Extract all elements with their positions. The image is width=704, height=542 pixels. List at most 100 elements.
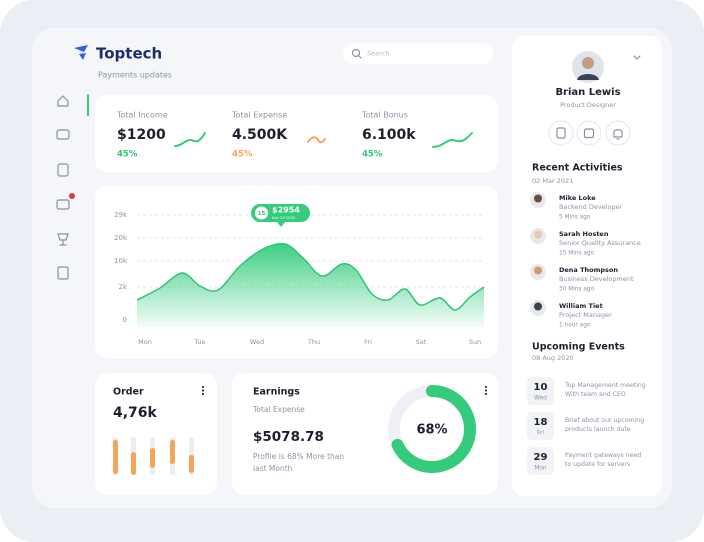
tooltip-badge bbox=[255, 206, 268, 220]
order-title: Order bbox=[113, 387, 144, 398]
event-date-box bbox=[527, 412, 554, 440]
earnings-amount: $5078.78 bbox=[253, 429, 324, 445]
x-tick-label: Thu bbox=[307, 338, 320, 346]
y-tick-label: 10k bbox=[114, 257, 128, 265]
order-value: 4,76k bbox=[113, 405, 158, 421]
chart-grid bbox=[137, 214, 484, 288]
activity-role: Senior Quality Assurance bbox=[559, 239, 641, 247]
nav-trophy[interactable] bbox=[57, 233, 69, 246]
stat-label: Total Income bbox=[116, 111, 168, 120]
nav-badge bbox=[69, 193, 75, 199]
avatar-body bbox=[577, 74, 599, 80]
bar bbox=[170, 440, 175, 464]
activity-role: Project Manager bbox=[559, 311, 612, 319]
activity-name: Sarah Hosten bbox=[559, 230, 609, 238]
bar bbox=[150, 448, 155, 468]
x-tick-label: Sat bbox=[416, 338, 427, 346]
nav bbox=[56, 94, 89, 280]
activity-time: 30 Mins ago bbox=[559, 287, 595, 293]
earnings-title: Earnings bbox=[253, 387, 300, 398]
activity-avatar-face bbox=[534, 230, 542, 239]
icon-bell bbox=[613, 129, 623, 140]
stat-label: Total Bonus bbox=[361, 111, 408, 120]
x-tick-label: Tue bbox=[193, 338, 205, 346]
sparkline bbox=[174, 132, 206, 147]
stat-label: Total Expense bbox=[231, 111, 287, 120]
sparkline bbox=[432, 132, 473, 148]
search-box[interactable] bbox=[343, 43, 493, 64]
section-date: 08 Aug 2020 bbox=[532, 354, 574, 362]
x-tick-label: Fri bbox=[364, 338, 372, 346]
event-weekday: Mon bbox=[534, 466, 547, 472]
x-tick-label: Mon bbox=[138, 338, 152, 346]
y-tick-label: 20k bbox=[114, 234, 128, 242]
icon-doc bbox=[556, 127, 566, 139]
y-tick-label: 2k bbox=[118, 283, 127, 291]
event-text: to update for servers bbox=[565, 461, 630, 468]
donut-label: 68% bbox=[416, 423, 447, 438]
chart-area bbox=[137, 243, 484, 327]
activity-avatar-face bbox=[534, 194, 542, 203]
search-icon-handle bbox=[357, 54, 362, 59]
nav-monitor[interactable] bbox=[56, 129, 70, 140]
activity-time: 1 hour ago bbox=[559, 323, 591, 329]
bar bbox=[131, 452, 136, 475]
activity-name: William Tiet bbox=[559, 302, 603, 310]
stats-card bbox=[95, 95, 498, 172]
earnings-note: Profile is 68% More than bbox=[253, 452, 344, 461]
tooltip-amount: $2954 bbox=[272, 206, 300, 215]
chart-line bbox=[136, 242, 485, 311]
event-day: 18 bbox=[534, 417, 548, 428]
menu-dots[interactable] bbox=[201, 385, 205, 396]
icon-button[interactable] bbox=[605, 120, 631, 146]
event-date-box bbox=[527, 377, 554, 405]
icon-button[interactable] bbox=[548, 120, 574, 146]
brand-name: Toptech bbox=[96, 45, 162, 63]
earnings-subtitle: Total Expense bbox=[252, 405, 305, 414]
menu-dots[interactable] bbox=[484, 385, 488, 396]
nav-home[interactable] bbox=[57, 95, 69, 107]
event-text: Top Management meeting bbox=[564, 382, 646, 389]
tooltip-pointer bbox=[277, 222, 285, 227]
x-tick-label: Wed bbox=[250, 338, 264, 346]
y-tick-label: 0 bbox=[123, 316, 127, 324]
donut-arc bbox=[388, 385, 476, 473]
activity-avatar-face bbox=[534, 266, 542, 275]
event-text: Brief about our upcoming bbox=[565, 417, 644, 424]
section-title: Upcoming Events bbox=[532, 342, 625, 353]
section-date: 02 Mar 2021 bbox=[532, 177, 573, 185]
icon-button[interactable] bbox=[576, 120, 602, 146]
stat-change: 45% bbox=[362, 150, 383, 160]
stat-change: 45% bbox=[117, 150, 138, 160]
stat-value: $1200 bbox=[117, 127, 166, 143]
search-icon bbox=[351, 48, 361, 58]
nav-doc[interactable] bbox=[57, 266, 69, 280]
activity-avatar-face bbox=[534, 302, 542, 311]
y-tick-label: 29k bbox=[114, 211, 128, 219]
event-weekday: Fri bbox=[537, 431, 544, 437]
tooltip-badge-text: 15 bbox=[258, 211, 266, 217]
section-title: Recent Activities bbox=[532, 163, 623, 174]
dropdown-chevron[interactable] bbox=[633, 55, 641, 60]
brand-subtitle: Payments updates bbox=[98, 71, 172, 80]
sparkline bbox=[307, 136, 326, 144]
activity-name: Dena Thompson bbox=[559, 266, 618, 274]
event-day: 10 bbox=[534, 382, 548, 393]
search-placeholder: Search bbox=[367, 50, 389, 58]
activity-name: Mike Loke bbox=[559, 194, 596, 202]
earnings-note: last Month bbox=[253, 464, 293, 473]
order-bars bbox=[113, 437, 194, 475]
nav-clipboard[interactable] bbox=[57, 163, 69, 177]
logo-icon bbox=[74, 45, 88, 60]
avatar-face bbox=[582, 57, 594, 69]
profile-name: Brian Lewis bbox=[555, 87, 620, 98]
order-card bbox=[95, 373, 217, 495]
nav-active-bar bbox=[87, 94, 89, 116]
stat-value: 6.100k bbox=[362, 127, 416, 143]
nav-card[interactable] bbox=[56, 199, 70, 210]
event-day: 29 bbox=[534, 452, 548, 463]
event-text: With team and CEO bbox=[565, 391, 626, 398]
tooltip-date: Nov 29 2020 bbox=[272, 216, 296, 220]
